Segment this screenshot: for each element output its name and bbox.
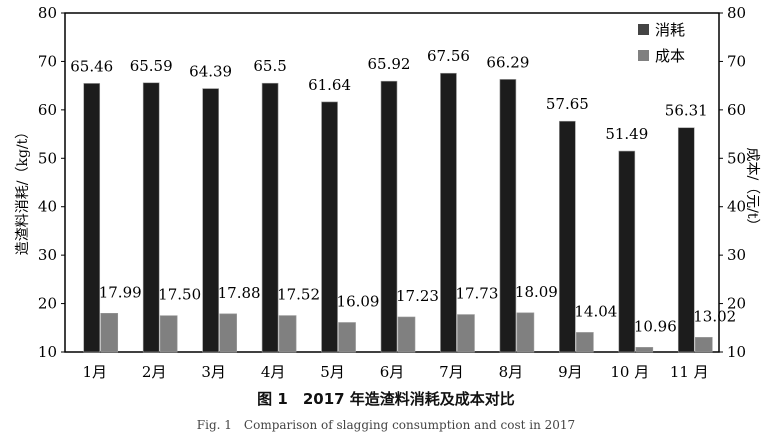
consumption-bar [142, 82, 160, 353]
legend-label: 成本 [655, 47, 685, 65]
x-tick-label: 7月 [439, 363, 464, 381]
consumption-bar [618, 150, 636, 353]
consumption-data-label: 65.59 [130, 57, 173, 75]
consumption-bar [202, 88, 219, 353]
cost-data-label: 18.09 [515, 283, 558, 301]
caption-chinese: 图 1 2017 年造渣料消耗及成本对比 [257, 390, 515, 408]
right-tick-label: 40 [727, 198, 746, 216]
consumption-data-label: 65.46 [70, 57, 113, 75]
consumption-bar [321, 101, 338, 353]
cost-bar [100, 313, 119, 353]
right-axis-title: 成本/（元/t） [744, 147, 760, 232]
left-tick-label: 40 [38, 198, 57, 216]
consumption-bar [440, 72, 457, 353]
right-tick-label: 30 [727, 246, 746, 264]
right-tick-label: 10 [727, 343, 746, 361]
consumption-bar [499, 79, 517, 353]
cost-data-label: 13.02 [693, 307, 736, 325]
cost-bar [635, 347, 654, 353]
legend-swatch [638, 24, 649, 35]
right-tick-label: 20 [727, 295, 746, 313]
left-tick-label: 20 [38, 295, 57, 313]
cost-bar [338, 322, 356, 353]
x-tick-label: 10 月 [610, 363, 649, 381]
cost-data-label: 17.88 [218, 284, 261, 302]
consumption-bar [559, 120, 576, 353]
cost-bar [516, 312, 535, 353]
cost-bar [159, 315, 178, 353]
left-tick-label: 70 [38, 52, 57, 70]
cost-bar [278, 315, 297, 353]
left-tick-label: 10 [38, 343, 57, 361]
cost-data-label: 17.23 [396, 287, 439, 305]
cost-data-label: 17.52 [277, 286, 320, 304]
x-tick-label: 5月 [320, 363, 345, 381]
x-tick-label: 2月 [142, 363, 167, 381]
legend-swatch [638, 50, 649, 61]
x-tick-label: 8月 [499, 363, 524, 381]
consumption-bar [261, 82, 279, 353]
consumption-data-label: 56.31 [665, 102, 708, 120]
right-tick-label: 50 [727, 149, 746, 167]
consumption-data-label: 65.92 [368, 55, 411, 73]
x-tick-label: 11 月 [670, 363, 709, 381]
x-tick-label: 1月 [82, 363, 107, 381]
cost-bar [219, 313, 237, 353]
consumption-data-label: 67.56 [427, 47, 470, 65]
consumption-data-label: 51.49 [605, 125, 648, 143]
cost-bar [457, 314, 475, 353]
x-tick-label: 6月 [380, 363, 405, 381]
left-tick-label: 80 [38, 4, 57, 22]
consumption-data-label: 64.39 [189, 63, 232, 81]
cost-data-label: 10.96 [634, 317, 677, 335]
x-tick-label: 3月 [201, 363, 226, 381]
right-tick-label: 60 [727, 101, 746, 119]
consumption-bar [677, 127, 695, 353]
bar-chart: 10 10 20 20 30 30 40 40 50 50 60 60 70 70 80 80 造渣料消耗/（k… [15, 4, 760, 381]
consumption-data-label: 57.65 [546, 95, 589, 113]
cost-data-label: 14.04 [574, 302, 617, 320]
cost-bar [694, 337, 713, 353]
left-axis-title: 造渣料消耗/（kg/t） [15, 125, 31, 256]
cost-data-label: 17.73 [455, 285, 498, 303]
left-tick-label: 50 [38, 149, 57, 167]
cost-bar [576, 332, 594, 353]
consumption-data-label: 66.29 [486, 53, 529, 71]
left-tick-label: 60 [38, 101, 57, 119]
cost-data-label: 17.50 [158, 286, 201, 304]
right-tick-label: 70 [727, 52, 746, 70]
right-tick-label: 80 [727, 4, 746, 22]
cost-data-label: 17.99 [99, 283, 142, 301]
cost-data-label: 16.09 [337, 293, 380, 311]
cost-bar [397, 316, 416, 353]
consumption-bar [83, 83, 101, 353]
consumption-bar [380, 80, 398, 353]
consumption-data-label: 61.64 [308, 76, 351, 94]
caption-english: Fig. 1 Comparison of slagging consumptio… [196, 418, 576, 432]
left-tick-label: 30 [38, 246, 57, 264]
x-tick-label: 4月 [261, 363, 286, 381]
legend-label: 消耗 [655, 21, 685, 39]
consumption-data-label: 65.5 [253, 57, 286, 75]
x-tick-label: 9月 [558, 363, 583, 381]
